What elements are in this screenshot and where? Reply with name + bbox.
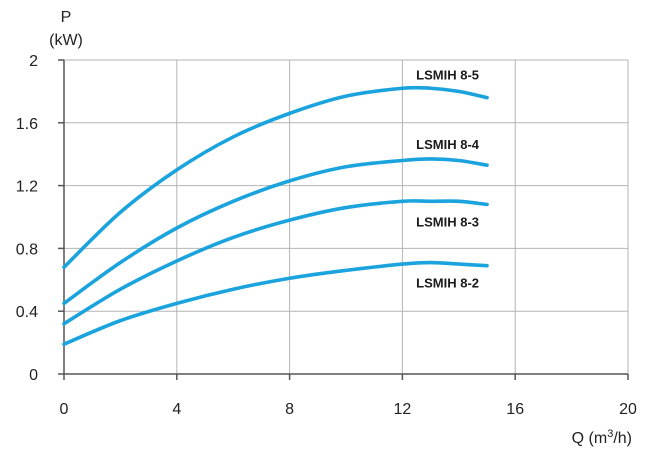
series-label: LSMIH 8-5: [416, 67, 479, 82]
tick-labels: 0 4 8 12 16 20 0 0.4 0.8 1.2 1.6 2: [16, 53, 637, 418]
series-curve-lsmih-8-4: [62, 157, 489, 306]
x-tick-label: 20: [619, 401, 637, 418]
x-tick-label: 4: [172, 401, 181, 418]
y-tick-label: 1.6: [16, 116, 38, 133]
grid-lines: [64, 59, 629, 374]
series-label: LSMIH 8-2: [416, 276, 479, 291]
x-tick-label: 8: [285, 401, 294, 418]
x-axis-title: Q (m3/h): [572, 428, 632, 447]
series-curve-lsmih-8-3: [62, 199, 489, 326]
series-label: LSMIH 8-3: [416, 214, 479, 229]
x-axis-title-superscript: 3: [607, 428, 613, 440]
y-tick-label: 1.2: [16, 179, 38, 196]
x-axis-title-end: /h): [613, 430, 632, 447]
y-tick-label: 0.4: [16, 304, 38, 321]
series-curve-lsmih-8-2: [62, 260, 489, 346]
y-axis-title-line1: P: [61, 9, 72, 26]
series-label: LSMIH 8-4: [416, 137, 480, 152]
x-tick-label: 16: [506, 401, 524, 418]
x-axis-title-main: Q (m: [572, 430, 608, 447]
axes: [58, 59, 629, 380]
y-axis-title-line2: (kW): [49, 32, 83, 49]
y-tick-label: 0: [29, 367, 38, 384]
series-curves: [62, 85, 489, 346]
x-tick-label: 12: [394, 401, 412, 418]
y-tick-label: 2: [29, 53, 38, 70]
y-tick-label: 0.8: [16, 241, 38, 258]
x-tick-label: 0: [60, 401, 69, 418]
series-curve-lsmih-8-5: [62, 85, 489, 270]
series-labels: LSMIH 8-5 LSMIH 8-4 LSMIH 8-3 LSMIH 8-2: [416, 67, 480, 290]
